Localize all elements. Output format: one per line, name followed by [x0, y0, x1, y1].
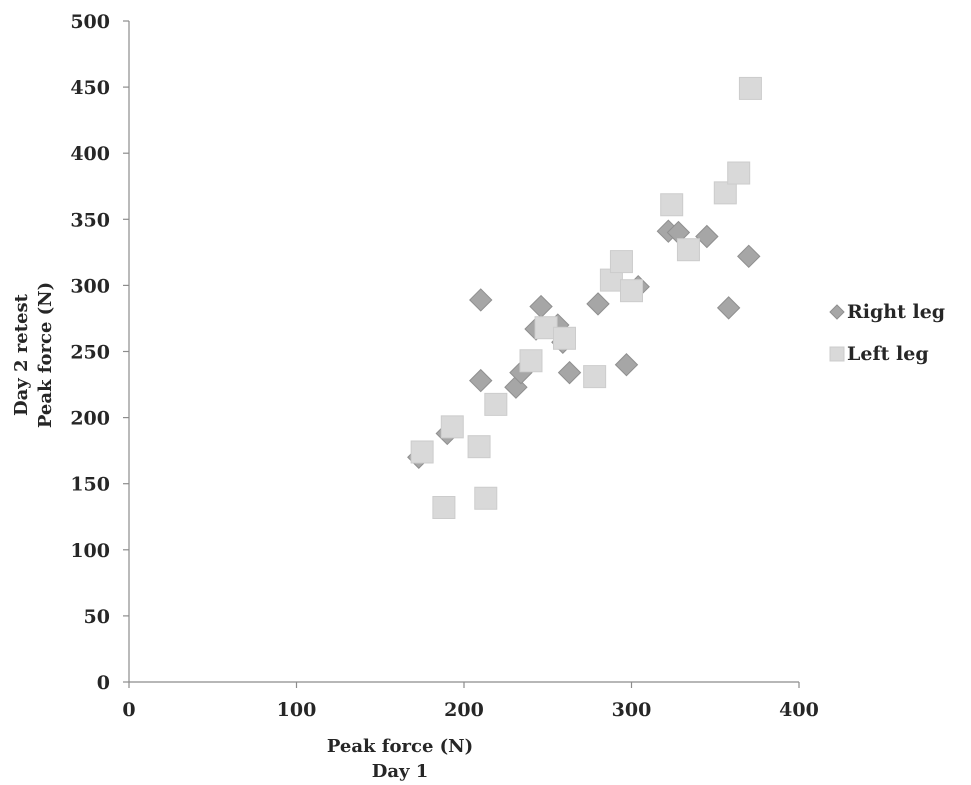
legend-diamond-icon	[829, 304, 845, 320]
right-leg-point	[557, 360, 582, 385]
y-axis-subtitle: Peak force (N)	[35, 282, 56, 428]
left-leg-point	[432, 495, 456, 519]
left-leg-point	[467, 435, 491, 459]
x-tick-label: 200	[444, 699, 484, 721]
left-leg-point	[727, 161, 751, 185]
y-tick-label: 400	[70, 143, 110, 165]
x-axis-ticks: 0 100 200 300 400	[122, 682, 819, 721]
left-leg-point	[620, 279, 643, 303]
left-leg-point	[553, 326, 576, 350]
right-leg-point	[737, 244, 761, 269]
left-leg-point	[676, 238, 700, 262]
y-tick-label: 450	[70, 77, 110, 99]
x-axis-title: Peak force (N)	[327, 736, 473, 757]
left-leg-point	[713, 181, 737, 205]
legend-label: Left leg	[847, 343, 929, 365]
x-tick-label: 0	[122, 699, 135, 721]
right-leg-point	[469, 288, 493, 312]
y-tick-label: 250	[70, 342, 110, 364]
left-leg-point	[484, 392, 508, 416]
left-leg-point	[519, 349, 543, 373]
x-tick-label: 300	[612, 699, 652, 721]
series-left-leg	[410, 76, 762, 519]
x-tick-label: 400	[779, 699, 819, 721]
right-leg-point	[614, 353, 639, 377]
right-leg-point	[716, 296, 741, 320]
y-tick-label: 500	[70, 11, 110, 33]
legend: Right leg Left leg	[829, 301, 945, 365]
left-leg-point	[738, 76, 762, 100]
y-axis-title: Day 2 retest	[11, 293, 32, 416]
y-tick-label: 350	[70, 209, 110, 231]
legend-item: Left leg	[829, 343, 929, 365]
x-axis-subtitle: Day 1	[372, 761, 429, 782]
left-leg-point	[474, 486, 498, 510]
series-layer	[407, 76, 762, 519]
left-leg-point	[609, 250, 633, 274]
x-tick-label: 100	[277, 699, 317, 721]
right-leg-point	[469, 368, 493, 393]
legend-item: Right leg	[829, 301, 945, 323]
legend-square-icon	[829, 346, 845, 362]
right-leg-point	[586, 292, 610, 316]
right-leg-point	[695, 224, 719, 249]
y-tick-label: 50	[84, 606, 110, 628]
left-leg-point	[440, 415, 464, 439]
y-tick-label: 100	[70, 540, 110, 562]
left-leg-point	[410, 440, 434, 464]
y-tick-label: 0	[97, 672, 110, 694]
y-axis-ticks: 0 50 100 150 200 250 300 350 400 450 500	[70, 11, 129, 694]
right-leg-point	[529, 294, 553, 319]
y-tick-label: 300	[70, 275, 110, 297]
y-tick-label: 200	[70, 408, 110, 430]
left-leg-point	[660, 193, 684, 217]
plot-area: 0 50 100 150 200 250 300 350 400 450 500 0 100 200 30…	[70, 11, 819, 721]
y-tick-label: 150	[70, 474, 110, 496]
legend-label: Right leg	[847, 301, 945, 323]
left-leg-point	[583, 365, 607, 389]
